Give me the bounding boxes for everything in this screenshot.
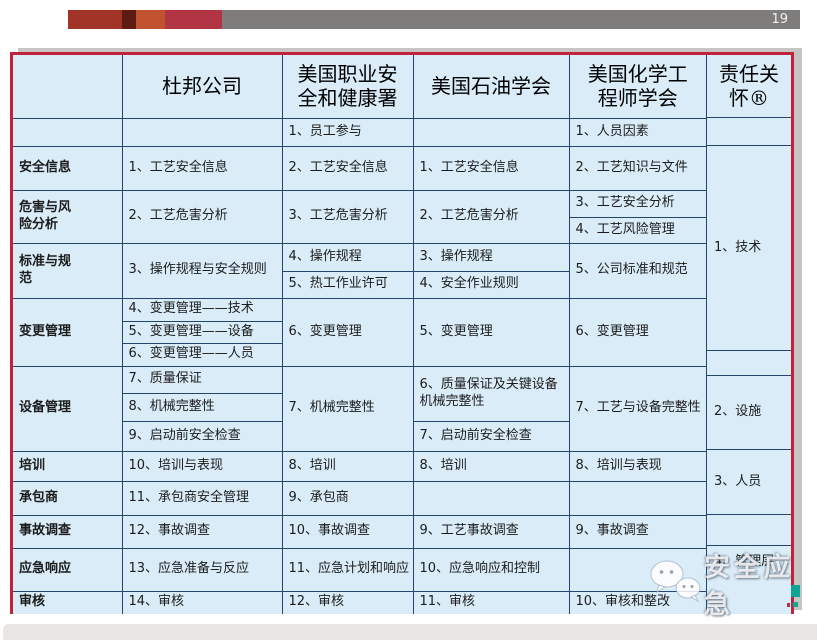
row-label-empty bbox=[13, 117, 123, 147]
cell-aiche-3: 4、工艺风险管理 bbox=[569, 216, 706, 244]
header-dupont: 杜邦公司 bbox=[121, 55, 283, 119]
cell-aiche-5: 6、变更管理 bbox=[568, 297, 706, 367]
cell-osha-3: 4、操作规程 bbox=[281, 242, 414, 272]
banner-segment-maroon bbox=[122, 10, 136, 29]
header-responsible-care: 责任关 怀® bbox=[707, 55, 791, 118]
edge-mark-red-dot bbox=[787, 603, 790, 607]
row-label-equipment-mgmt: 设备管理 bbox=[13, 365, 123, 452]
row-label-incident-investigation: 事故调查 bbox=[13, 514, 123, 549]
cell-dupont-10: 11、承包商安全管理 bbox=[121, 480, 283, 516]
header-aiche: 美国化学工 程师学会 bbox=[568, 55, 706, 119]
cell-aiche-4: 5、公司标准和规范 bbox=[568, 242, 706, 299]
rc-cell-technology: 1、技术 bbox=[707, 146, 791, 351]
cell-dupont-11: 12、事故调查 bbox=[121, 514, 283, 549]
row-label-hazard-analysis: 危害与风 险分析 bbox=[13, 189, 123, 244]
header-empty bbox=[13, 55, 123, 119]
cell-api-10: 11、审核 bbox=[412, 590, 570, 614]
cell-osha-9: 10、事故调查 bbox=[281, 514, 414, 549]
row-label-standards: 标准与规 范 bbox=[13, 242, 123, 299]
cell-dupont-8: 9、启动前安全检查 bbox=[122, 420, 283, 452]
page-number: 19 bbox=[771, 12, 788, 27]
header-api: 美国石油学会 bbox=[412, 55, 570, 119]
cell-osha-5: 6、变更管理 bbox=[281, 297, 414, 367]
cell-dupont-6: 7、质量保证 bbox=[121, 365, 283, 394]
cell-api-5: 6、质量保证及关键设备机械完整性 bbox=[412, 365, 570, 422]
rc-cell-management: 4、管理层 bbox=[714, 554, 775, 569]
row-label-change-mgmt: 变更管理 bbox=[13, 297, 123, 367]
cell-api-1: 2、工艺危害分析 bbox=[412, 189, 570, 244]
responsible-care-column: 责任关 怀® 1、技术 2、设施 3、人员 4、管理层 bbox=[706, 55, 791, 614]
cell-dupont-empty bbox=[121, 117, 283, 147]
cell-dupont-4: 5、变更管理——设备 bbox=[122, 320, 282, 344]
rc-empty-1 bbox=[707, 118, 791, 146]
cell-dupont-1: 2、工艺危害分析 bbox=[121, 189, 283, 244]
cell-dupont-9: 10、培训与表现 bbox=[121, 450, 283, 482]
watermark: 安全应急 bbox=[650, 547, 817, 621]
cell-dupont-12: 13、应急准备与反应 bbox=[121, 547, 283, 592]
rc-empty-2 bbox=[707, 351, 791, 376]
edge-mark-teal-small bbox=[793, 602, 798, 607]
rc-cell-facilities: 2、设施 bbox=[707, 376, 791, 450]
banner-segment-brick bbox=[68, 10, 122, 29]
row-label-audit: 审核 bbox=[13, 590, 123, 614]
row-label-contractors: 承包商 bbox=[13, 480, 123, 516]
cell-api-3: 4、安全作业规则 bbox=[412, 270, 569, 299]
banner-segment-orange bbox=[136, 10, 165, 29]
row-label-training: 培训 bbox=[13, 450, 123, 482]
edge-mark-teal bbox=[791, 585, 800, 597]
cell-aiche-9: 10、审核和整改 bbox=[568, 590, 706, 614]
rc-cell-personnel: 3、人员 bbox=[707, 450, 791, 515]
cell-osha-11: 12、审核 bbox=[281, 590, 414, 614]
cell-api-0: 1、工艺安全信息 bbox=[412, 145, 570, 191]
cell-aiche-0: 1、人员因素 bbox=[568, 117, 706, 147]
main-table-grid: 杜邦公司 美国职业安 全和健康署 美国石油学会 美国化学工 程师学会 1、员工参… bbox=[13, 55, 706, 614]
cell-osha-6: 7、机械完整性 bbox=[281, 365, 414, 452]
cell-osha-10: 11、应急计划和响应 bbox=[281, 547, 414, 592]
psm-comparison-table: 杜邦公司 美国职业安 全和健康署 美国石油学会 美国化学工 程师学会 1、员工参… bbox=[10, 52, 794, 614]
cell-api-2: 3、操作规程 bbox=[412, 242, 570, 272]
row-label-safety-info: 安全信息 bbox=[13, 145, 123, 191]
cell-api-8: 9、工艺事故调查 bbox=[412, 514, 570, 549]
cell-aiche-1: 2、工艺知识与文件 bbox=[568, 145, 706, 191]
cell-api-7: 8、培训 bbox=[412, 450, 570, 482]
cell-dupont-2: 3、操作规程与安全规则 bbox=[121, 242, 283, 299]
cell-api-4: 5、变更管理 bbox=[412, 297, 570, 367]
cell-aiche-2: 3、工艺安全分析 bbox=[568, 189, 706, 218]
banner-gray-bar: 19 bbox=[222, 10, 800, 29]
cell-osha-4: 5、热工作业许可 bbox=[282, 270, 414, 299]
cell-api-empty-2 bbox=[412, 480, 570, 516]
row-label-emergency-response: 应急响应 bbox=[13, 547, 123, 592]
cell-dupont-0: 1、工艺安全信息 bbox=[121, 145, 283, 191]
cell-dupont-5: 6、变更管理——人员 bbox=[122, 342, 282, 367]
rc-empty-3 bbox=[707, 515, 791, 546]
cell-osha-2: 3、工艺危害分析 bbox=[281, 189, 414, 244]
cell-api-empty bbox=[412, 117, 570, 147]
header-osha: 美国职业安 全和健康署 bbox=[281, 55, 414, 119]
wechat-chat-bubbles-icon bbox=[650, 559, 702, 609]
cell-aiche-6: 7、工艺与设备完整性 bbox=[568, 365, 706, 452]
watermark-text: 安全应急 bbox=[704, 553, 795, 620]
top-banner: 19 bbox=[68, 10, 800, 29]
banner-segment-crimson bbox=[165, 10, 222, 29]
cell-dupont-3: 4、变更管理——技术 bbox=[121, 297, 283, 322]
edge-artifact-marks bbox=[787, 585, 805, 613]
cell-osha-7: 8、培训 bbox=[281, 450, 414, 482]
cell-aiche-8: 9、事故调查 bbox=[568, 514, 706, 549]
cell-osha-1: 2、工艺安全信息 bbox=[281, 145, 414, 191]
cell-api-6: 7、启动前安全检查 bbox=[412, 420, 569, 452]
cell-osha-8: 9、承包商 bbox=[281, 480, 414, 516]
cell-aiche-7: 8、培训与表现 bbox=[568, 450, 706, 482]
cell-aiche-empty-1 bbox=[568, 480, 706, 516]
cell-dupont-13: 14、审核 bbox=[121, 590, 283, 614]
cell-api-9: 10、应急响应和控制 bbox=[412, 547, 570, 592]
cell-osha-0: 1、员工参与 bbox=[281, 117, 414, 147]
bottom-bar bbox=[3, 624, 817, 640]
cell-dupont-7: 8、机械完整性 bbox=[122, 392, 282, 422]
